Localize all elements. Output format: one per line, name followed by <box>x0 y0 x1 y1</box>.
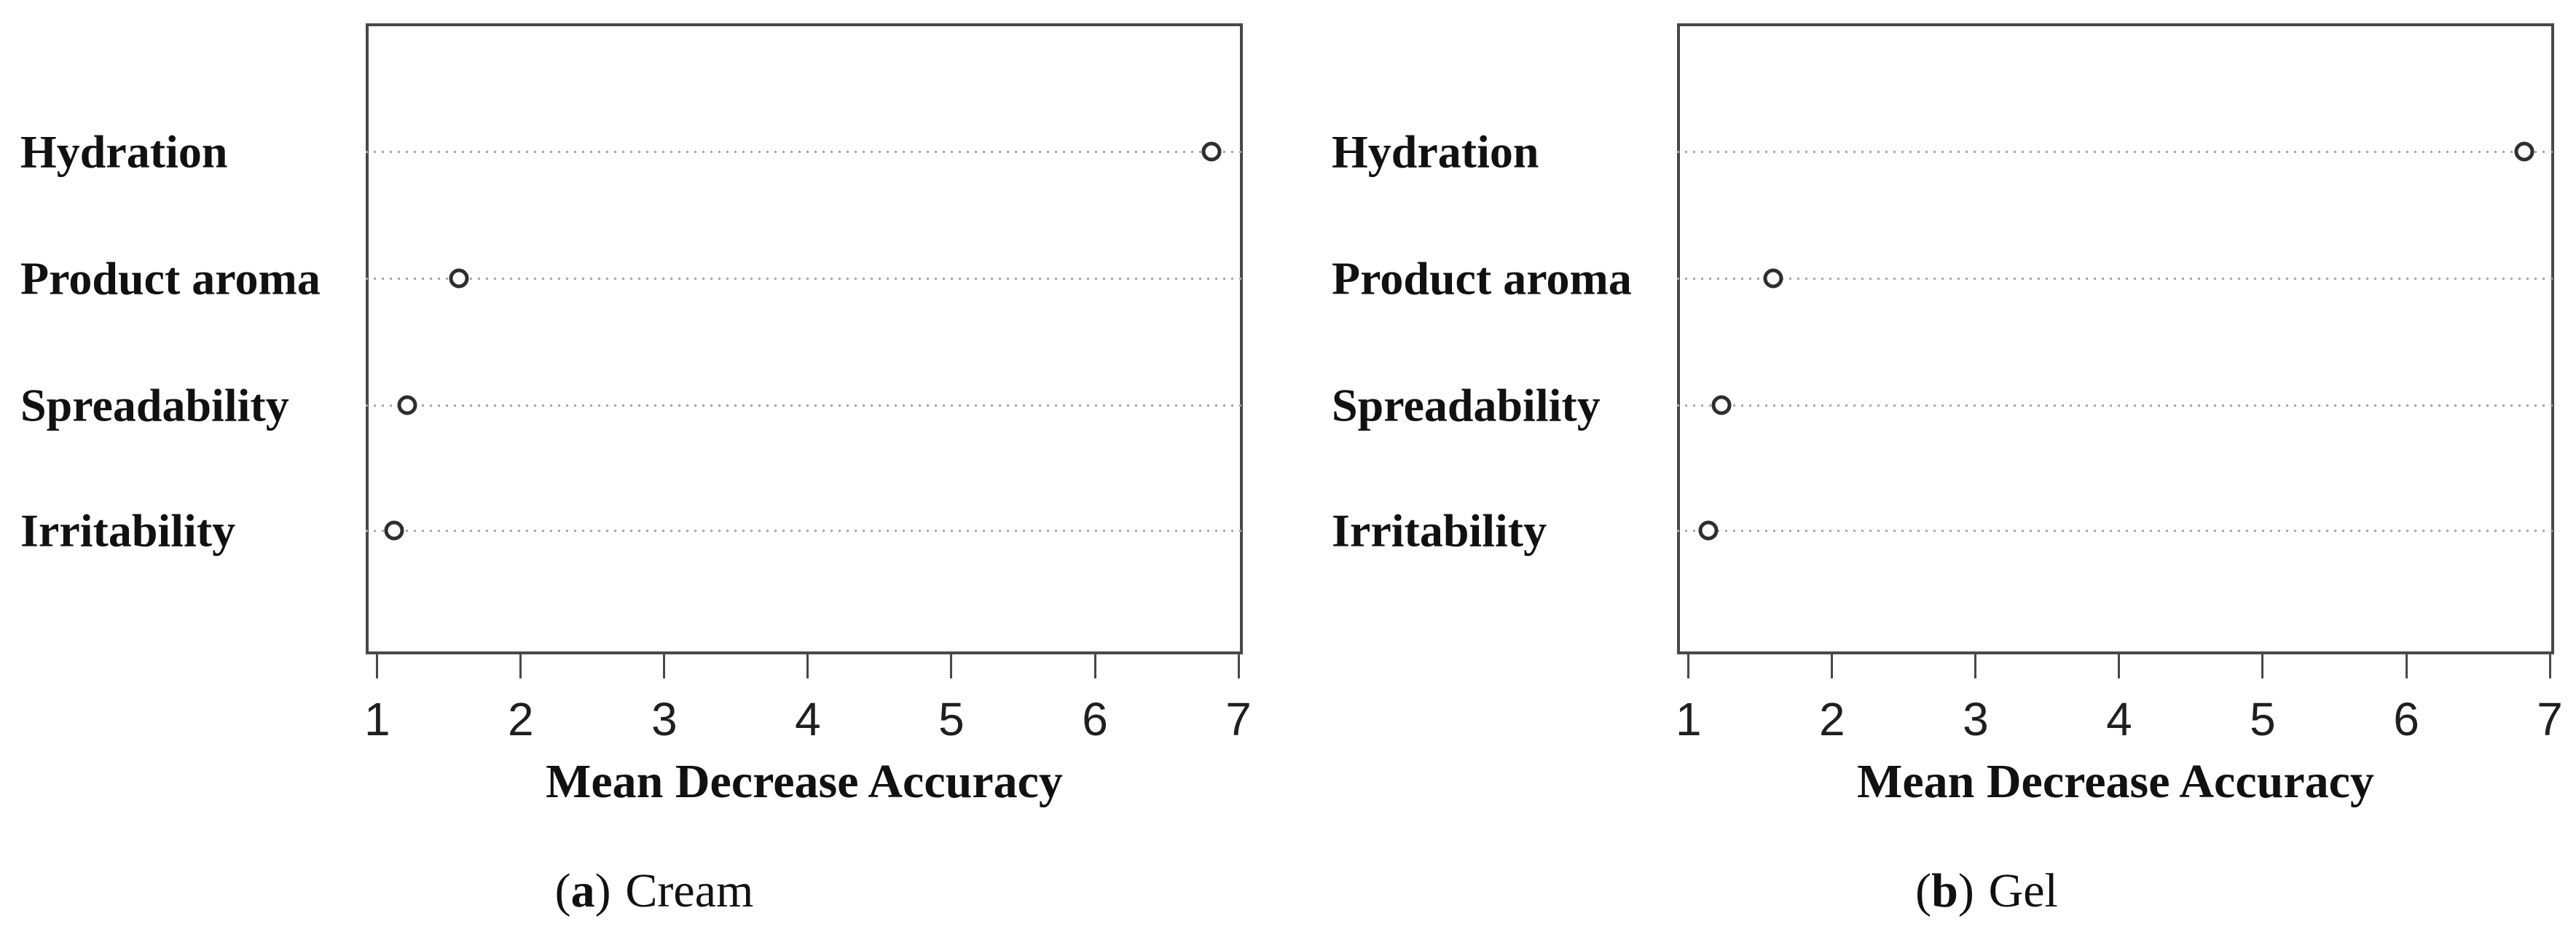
data-point-irritability <box>1698 520 1719 541</box>
x-axis-tick <box>663 654 666 678</box>
x-axis-tick-label: 6 <box>1082 693 1108 745</box>
caption-title: Gel <box>1988 864 2058 917</box>
caption-paren-open: ( <box>554 864 571 917</box>
plot-area <box>1677 23 2554 654</box>
x-axis-tick <box>806 654 809 678</box>
category-label-hydration: Hydration <box>1332 125 1539 178</box>
subfigure-caption: (b) Gel <box>1915 867 2058 915</box>
subfigure-caption: (a) Cream <box>555 867 754 915</box>
caption-paren-close: ) <box>1957 864 1974 917</box>
x-axis-tick <box>1687 654 1690 678</box>
x-axis-tick <box>1093 654 1096 678</box>
data-point-irritability <box>384 520 404 541</box>
category-label-product-aroma: Product aroma <box>20 252 321 305</box>
x-axis-tick-label: 6 <box>2393 693 2419 745</box>
category-label-irritability: Irritability <box>1332 504 1547 557</box>
gridline-hydration <box>1677 150 2554 153</box>
x-axis-tick <box>950 654 953 678</box>
caption-paren-close: ) <box>594 864 611 917</box>
caption-paren-open: ( <box>1915 864 1932 917</box>
plot-area <box>366 23 1243 654</box>
x-axis-tick-label: 4 <box>795 693 821 745</box>
gridline-irritability <box>366 530 1243 532</box>
data-point-spreadability <box>397 395 417 415</box>
category-label-spreadability: Spreadability <box>1332 379 1601 431</box>
x-axis-tick-label: 3 <box>651 693 678 745</box>
plot-frame <box>1677 23 2554 654</box>
data-point-hydration <box>1201 141 1222 162</box>
data-point-hydration <box>2514 141 2534 162</box>
x-axis-tick <box>2118 654 2121 678</box>
x-axis-tick <box>1831 654 1834 678</box>
x-axis-tick-label: 2 <box>508 693 534 745</box>
x-axis-tick <box>376 654 379 678</box>
x-axis-tick <box>2261 654 2264 678</box>
plot-frame <box>366 23 1243 654</box>
x-axis-tick-label: 5 <box>938 693 965 745</box>
data-point-product-aroma <box>1763 268 1783 289</box>
gridline-product-aroma <box>1677 278 2554 281</box>
subfigure-a: Mean Decrease Accuracy (a) Cream Hydratio… <box>20 23 1252 915</box>
category-label-irritability: Irritability <box>20 504 236 557</box>
category-label-spreadability: Spreadability <box>20 379 289 431</box>
x-axis-tick <box>2405 654 2408 678</box>
x-axis-tick-label: 7 <box>1225 693 1252 745</box>
x-axis-tick <box>519 654 522 678</box>
x-axis-title: Mean Decrease Accuracy <box>546 755 1063 808</box>
gridline-product-aroma <box>366 278 1243 281</box>
subfigure-b: Mean Decrease Accuracy (b) Gel Hydration P… <box>1288 0 2576 940</box>
caption-letter: b <box>1931 864 1958 917</box>
x-axis-tick <box>2548 654 2551 678</box>
x-axis-tick-label: 2 <box>1819 693 1845 745</box>
caption-title: Cream <box>625 864 754 917</box>
data-point-spreadability <box>1711 395 1732 415</box>
x-axis-tick-label: 7 <box>2537 693 2563 745</box>
x-axis-tick-label: 4 <box>2106 693 2132 745</box>
data-point-product-aroma <box>449 268 469 289</box>
caption-letter: a <box>570 864 595 917</box>
gridline-hydration <box>366 150 1243 153</box>
category-label-hydration: Hydration <box>20 125 228 178</box>
gridline-irritability <box>1677 530 2554 532</box>
x-axis-title: Mean Decrease Accuracy <box>1857 755 2374 808</box>
gridline-spreadability <box>366 404 1243 407</box>
x-axis-tick <box>1974 654 1977 678</box>
category-label-product-aroma: Product aroma <box>1332 252 1632 305</box>
x-axis-tick <box>1237 654 1240 678</box>
x-axis-tick-label: 1 <box>1675 693 1702 745</box>
gridline-spreadability <box>1677 404 2554 407</box>
x-axis-tick-label: 1 <box>364 693 390 745</box>
x-axis-tick-label: 5 <box>2250 693 2276 745</box>
x-axis-tick-label: 3 <box>1963 693 1989 745</box>
